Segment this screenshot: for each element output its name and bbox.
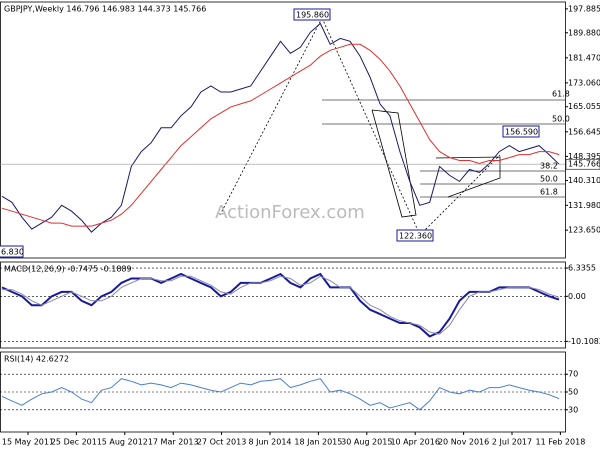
annotation-box [0,245,24,258]
x-tick-label: 15 May 2011 [2,438,54,447]
x-tick-label: 11 Feb 2018 [536,438,586,447]
y-tick-label: 189.880 [568,28,600,37]
annotation-box [293,8,331,21]
x-tick-label: 17 Mar 2013 [148,438,199,447]
annotation: 61.8 [540,188,558,197]
x-tick-label: 5 Aug 2012 [102,438,148,447]
y-tick-label: 50 [568,388,578,397]
panel-title: RSI(14) 42.6272 [4,355,69,364]
watermark: ActionForex.com [215,202,365,223]
x-tick-label: 25 Dec 2011 [51,438,102,447]
panel-title: GBPJPY,Weekly 146.796 146.983 144.373 14… [4,5,206,14]
patterns [371,109,501,218]
annotation: 61.8 [552,90,570,99]
x-tick-label: 18 Jan 2015 [294,438,342,447]
y-tick-label: 0.00 [568,292,586,301]
x-tick-label: 27 Oct 2013 [197,438,246,447]
annotation: 50.0 [540,175,558,184]
y-tick-label: 173.060 [568,78,600,87]
channel [371,109,417,218]
y-tick-label: 197.885 [568,4,600,13]
triangle [435,156,501,198]
x-tick-label: 30 Aug 2015 [341,438,392,447]
panel-frame [0,261,566,349]
y-tick-label: -10.1082 [568,337,600,346]
y-tick-label: 6.3355 [568,264,596,273]
annotation: 156.590 [505,128,538,137]
annotation: 6.830 [1,248,24,257]
annotation-box [502,125,540,138]
series-line [1,43,560,227]
annotation: 38.2 [540,162,558,171]
series-line [1,272,560,338]
y-tick-label: 165.055 [568,102,600,111]
y-tick-label: 140.310 [568,176,600,185]
panel-title: MACD(12,26,9) -0.7475 -0.1889 [4,265,132,274]
y-tick-label: 123.650 [568,226,600,235]
x-tick-label: 8 Jun 2014 [248,438,291,447]
annotation: 122.360 [399,232,432,241]
y-tick-label: 148.395 [568,152,600,161]
last-price-box [565,158,600,170]
panel-frame [0,1,566,259]
trend-lines [219,17,501,236]
y-tick-label: 70 [568,370,578,379]
series-line [2,275,560,335]
series-line [1,22,560,233]
x-tick-label: 10 Apr 2016 [390,438,439,447]
x-tick-label: 20 Nov 2016 [438,438,489,447]
series-line [1,378,560,411]
last-price-label: 145.766 [568,160,600,169]
y-tick-label: 181.470 [568,53,600,62]
annotation-box [396,229,434,242]
annotation: 195.860 [296,11,329,20]
annotation: 50.0 [552,115,570,124]
trend-line [419,154,501,236]
y-tick-label: 131.980 [568,201,600,210]
x-tick-label: 2 Jul 2017 [492,438,532,447]
y-tick-label: 156.645 [568,127,600,136]
trend-line [219,17,323,216]
y-tick-label: 30 [568,405,578,414]
